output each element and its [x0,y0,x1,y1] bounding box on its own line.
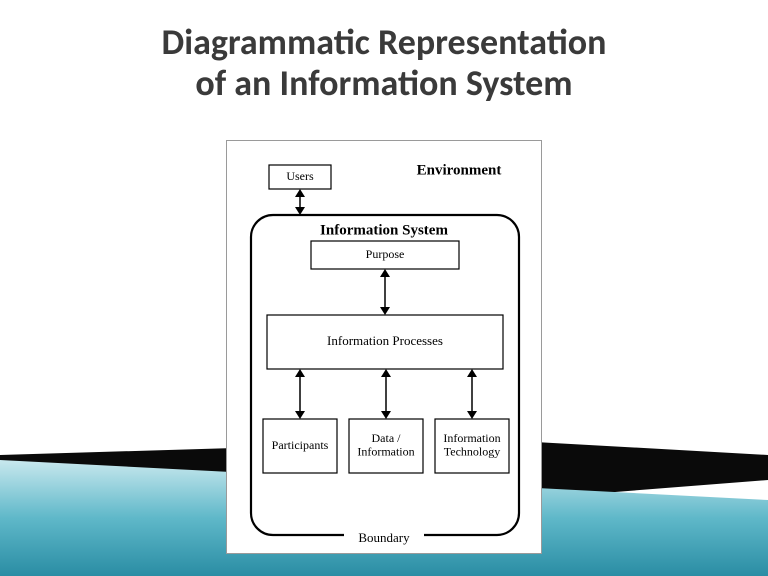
edge-users-is-head-up [295,189,305,197]
node-users-label: Users [286,169,314,183]
edge-proc-tech-head-down [467,411,477,419]
edge-proc-tech-head-up [467,369,477,377]
edge-proc-data-head-down [381,411,391,419]
node-tech-label: Information [443,431,500,445]
title-line2: of an Information System [0,63,768,104]
boundary-label: Boundary [358,530,410,545]
edge-proc-part-head-down [295,411,305,419]
title-line1: Diagrammatic Representation [0,22,768,63]
edge-proc-data-head-up [381,369,391,377]
node-data-label: Information [357,445,414,459]
node-part-label: Participants [272,438,329,452]
node-purpose-label: Purpose [366,247,405,261]
diagram-frame: Environment Information System Boundary Use… [226,140,542,554]
node-data-label: Data / [372,431,402,445]
environment-label: Environment [417,162,502,178]
page-title: Diagrammatic Representation of an Inform… [0,22,768,105]
edge-purpose-proc-head-up [380,269,390,277]
node-tech-label: Technology [444,445,500,459]
edge-users-is-head-down [295,207,305,215]
information-system-diagram: Environment Information System Boundary Use… [227,141,543,555]
node-procs-label: Information Processes [327,333,443,348]
edge-proc-part-head-up [295,369,305,377]
information-system-label: Information System [320,222,448,238]
edge-purpose-proc-head-down [380,307,390,315]
